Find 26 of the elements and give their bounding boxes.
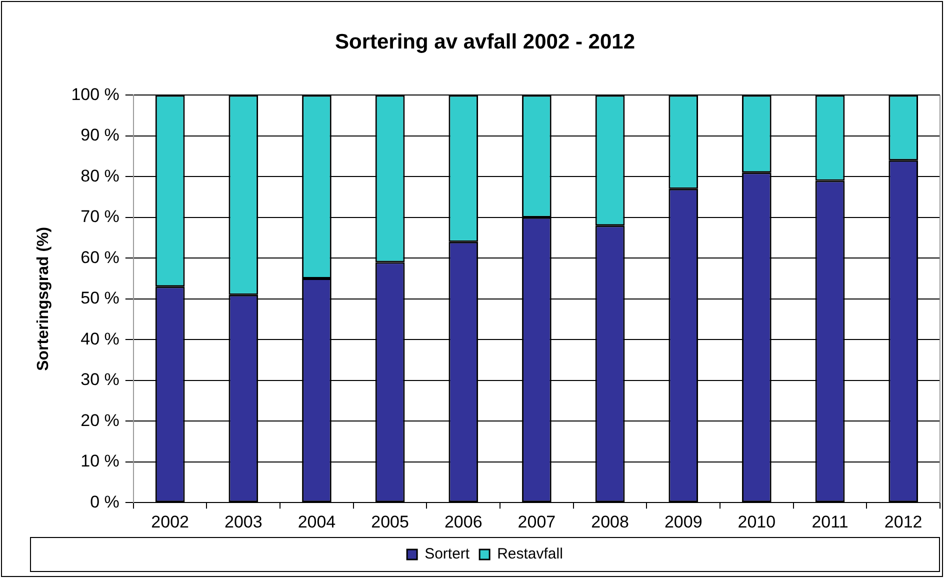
- y-tick-label: 0 %: [90, 492, 120, 512]
- x-tick-label: 2005: [371, 512, 409, 532]
- legend-label: Sortert: [424, 546, 470, 563]
- x-tick-label: 2011: [812, 512, 848, 532]
- y-tick-label: 30 %: [80, 370, 120, 390]
- y-tick-label: 60 %: [80, 248, 120, 267]
- x-tick-label: 2012: [884, 512, 922, 532]
- x-tick-label: 2003: [224, 512, 262, 532]
- y-tick-label: 70 %: [80, 207, 120, 226]
- y-tick-label: 40 %: [80, 329, 120, 348]
- y-tick-label: 90 %: [80, 126, 120, 145]
- y-tick-label: 50 %: [80, 288, 120, 308]
- legend-label: Restavfall: [497, 546, 563, 563]
- y-tick-label: 20 %: [80, 410, 120, 430]
- x-tick-label: 2006: [444, 512, 482, 532]
- y-tick-label: 100 %: [71, 84, 120, 104]
- y-axis-title: Sorteringsgrad (%): [35, 226, 52, 371]
- chart-title: Sortering av avfall 2002 - 2012: [335, 30, 635, 54]
- x-tick-label: 2009: [664, 512, 702, 532]
- x-tick-label: 2002: [151, 512, 189, 532]
- x-tick-label: 2004: [298, 512, 336, 532]
- y-tick-label: 10 %: [80, 452, 120, 471]
- y-tick-label: 80 %: [80, 166, 120, 186]
- x-tick-label: 2010: [738, 512, 776, 532]
- x-tick-label: 2007: [518, 512, 556, 532]
- x-tick-label: 2008: [591, 512, 629, 532]
